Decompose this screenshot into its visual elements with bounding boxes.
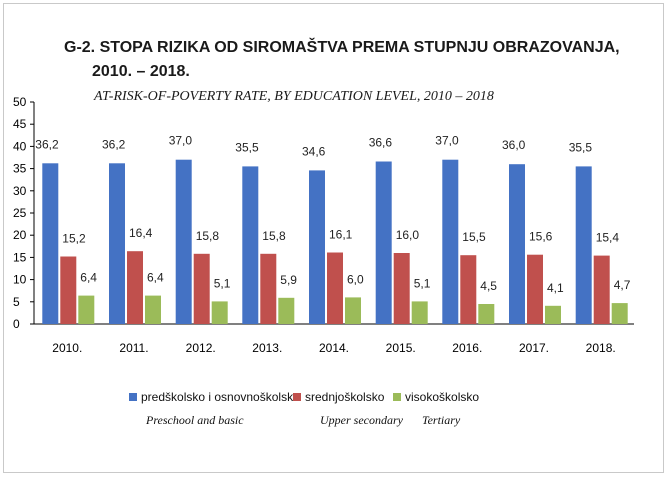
y-tick-label: 15	[13, 250, 27, 264]
chart-subtitle: AT-RISK-OF-POVERTY RATE, BY EDUCATION LE…	[93, 89, 494, 104]
data-label-preschool-2013: 35,5	[235, 140, 259, 154]
legend-label-preschool: predškolsko i osnovnoškolsko	[141, 390, 300, 404]
bar-upper-secondary-2016	[460, 255, 477, 324]
legend-sublabel-tertiary: Tertiary	[422, 413, 461, 427]
x-tick-label: 2014.	[319, 341, 349, 355]
data-label-upper-secondary-2018: 15,4	[596, 231, 620, 245]
data-label-upper-secondary-2014: 16,1	[329, 228, 353, 242]
x-tick-label: 2012.	[186, 341, 216, 355]
data-label-upper-secondary-2017: 15,6	[529, 230, 553, 244]
chart-title-line2: 2010. – 2018.	[92, 63, 190, 80]
legend-sublabel-upper-secondary: Upper secondary	[320, 413, 404, 427]
y-tick-labels: 0 5 10 15 20 25 30 35 40 45 50	[13, 95, 34, 331]
y-tick-label: 5	[13, 295, 20, 309]
bar-preschool-2013	[242, 166, 259, 324]
x-tick-label: 2016.	[452, 341, 482, 355]
bar-upper-secondary-2010	[60, 256, 77, 324]
data-label-tertiary-2010: 6,4	[80, 271, 97, 285]
data-label-tertiary-2016: 4,5	[480, 279, 497, 293]
chart-title-line1: G-2. STOPA RIZIKA OD SIROMAŠTVA PREMA ST…	[64, 37, 620, 56]
data-label-preschool-2012: 37,0	[169, 134, 193, 148]
legend-swatch-tertiary	[393, 393, 401, 401]
legend-swatch-upper-secondary	[293, 393, 301, 401]
data-label-upper-secondary-2011: 16,4	[129, 226, 153, 240]
data-label-upper-secondary-2015: 16,0	[396, 228, 420, 242]
y-tick-label: 50	[13, 95, 27, 109]
bar-preschool-2015	[375, 161, 392, 324]
data-label-tertiary-2015: 5,1	[414, 276, 431, 290]
data-label-tertiary-2014: 6,0	[347, 272, 364, 286]
data-label-tertiary-2011: 6,4	[147, 271, 164, 285]
chart-frame: G-2. STOPA RIZIKA OD SIROMAŠTVA PREMA ST…	[3, 3, 664, 473]
data-label-tertiary-2017: 4,1	[547, 281, 564, 295]
data-label-preschool-2015: 36,6	[369, 136, 393, 150]
bar-upper-secondary-2018	[593, 255, 610, 324]
bar-tertiary-2015	[411, 301, 428, 324]
y-tick-label: 35	[13, 162, 27, 176]
legend-label-upper-secondary: srednjoškolsko	[305, 390, 385, 404]
y-tick-label: 40	[13, 139, 27, 153]
bar-preschool-2012	[175, 159, 192, 324]
y-tick-label: 20	[13, 228, 27, 242]
legend-sublabel-preschool: Preschool and basic	[145, 413, 244, 427]
data-label-preschool-2017: 36,0	[502, 138, 526, 152]
data-label-preschool-2014: 34,6	[302, 144, 326, 158]
bar-tertiary-2017	[545, 305, 561, 324]
data-label-preschool-2011: 36,2	[102, 137, 126, 151]
bar-preschool-2016	[442, 159, 459, 324]
bar-tertiary-2013	[278, 297, 295, 324]
y-tick-label: 45	[13, 117, 27, 131]
bar-preschool-2011	[109, 163, 125, 324]
bar-tertiary-2014	[345, 297, 361, 324]
bar-tertiary-2016	[478, 304, 495, 324]
bar-upper-secondary-2011	[127, 251, 143, 324]
y-tick-label: 30	[13, 184, 27, 198]
legend: predškolsko i osnovnoškolsko srednjoškol…	[129, 390, 479, 427]
y-tick-label: 0	[13, 317, 20, 331]
bar-tertiary-2018	[611, 303, 628, 324]
bar-preschool-2018	[575, 166, 592, 324]
legend-label-tertiary: visokoškolsko	[405, 390, 479, 404]
x-tick-label: 2015.	[386, 341, 416, 355]
x-tick-label: 2018.	[586, 341, 616, 355]
y-tick-label: 25	[13, 206, 27, 220]
bar-upper-secondary-2017	[527, 254, 543, 324]
data-label-upper-secondary-2013: 15,8	[262, 229, 286, 243]
data-label-preschool-2018: 35,5	[569, 140, 593, 154]
data-label-tertiary-2018: 4,7	[614, 278, 631, 292]
data-label-preschool-2016: 37,0	[435, 134, 459, 148]
data-label-tertiary-2012: 5,1	[214, 276, 231, 290]
data-label-tertiary-2013: 5,9	[280, 273, 297, 287]
data-label-upper-secondary-2016: 15,5	[462, 230, 486, 244]
legend-swatch-preschool	[129, 393, 137, 401]
bar-upper-secondary-2013	[260, 253, 277, 324]
x-tick-label: 2011.	[119, 341, 148, 355]
data-label-upper-secondary-2012: 15,8	[196, 229, 220, 243]
bar-preschool-2010	[42, 163, 59, 324]
bar-tertiary-2011	[145, 295, 161, 324]
bar-preschool-2017	[509, 164, 525, 324]
x-tick-label: 2017.	[519, 341, 549, 355]
data-label-preschool-2010: 36,2	[35, 137, 59, 151]
bar-preschool-2014	[309, 170, 325, 324]
bar-chart: G-2. STOPA RIZIKA OD SIROMAŠTVA PREMA ST…	[13, 37, 634, 427]
x-tick-labels: 2010. 2011. 2012. 2013. 2014. 2015. 2016. 2017.…	[52, 341, 615, 355]
y-tick-label: 10	[13, 273, 27, 287]
bar-upper-secondary-2014	[327, 252, 343, 324]
bars-group: 36,2 15,2 6,4 36,2 16,4 6,4 37,0 15,8 5,1 35,5 15,…	[35, 134, 631, 324]
x-tick-label: 2013.	[252, 341, 282, 355]
x-tick-label: 2010.	[52, 341, 82, 355]
bar-tertiary-2012	[211, 301, 228, 324]
bar-upper-secondary-2015	[393, 253, 410, 324]
bar-tertiary-2010	[78, 295, 95, 324]
data-label-upper-secondary-2010: 15,2	[62, 232, 86, 246]
bar-upper-secondary-2012	[193, 253, 210, 324]
